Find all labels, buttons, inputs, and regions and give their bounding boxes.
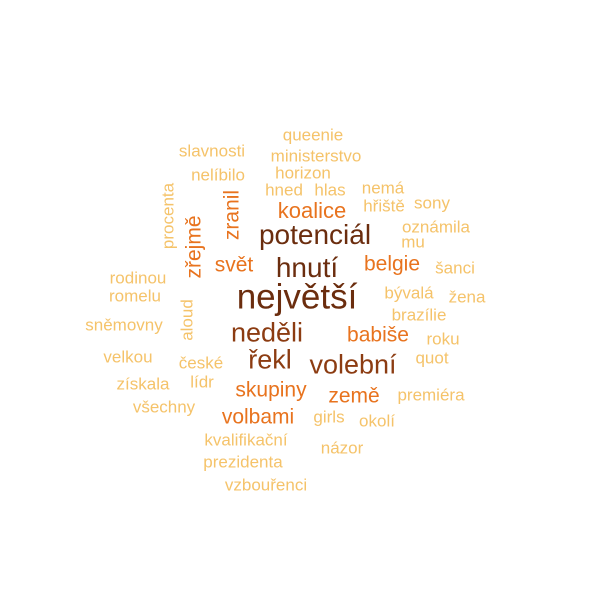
word: řekl [248,344,292,375]
word: sony [414,193,450,213]
word: vzbouřenci [224,475,308,495]
word: slavnosti [178,141,246,161]
word: neděli [230,317,304,348]
word: horizon [275,163,331,183]
word: potenciál [258,219,372,250]
word: české [178,353,224,373]
word: nelíbilo [191,165,245,185]
word: premiéra [397,385,465,405]
word: oznámila [401,217,471,237]
word: nemá [361,178,405,198]
word: volbami [221,405,295,429]
word: volební [309,349,397,380]
word: koalice [277,198,347,223]
word: prezidenta [203,452,283,472]
word: bývalá [384,283,434,303]
word: procenta [158,182,178,250]
word: hřiště [363,196,405,216]
word: belgie [363,252,421,276]
word: aloud [177,299,197,341]
word: brazílie [391,305,447,325]
word: země [328,384,380,408]
word: romelu [109,286,161,306]
word: mu [401,232,425,252]
word: získala [116,374,170,394]
word: svět [214,253,254,277]
word: všechny [132,397,196,417]
word: velkou [103,347,153,367]
word: žena [448,287,486,307]
word: quot [415,348,449,368]
word: queenie [282,125,344,145]
word: názor [320,438,364,458]
word: roku [426,329,460,349]
word: hned [265,180,303,200]
word: lídr [190,372,214,392]
word: kvalifikační [204,430,288,450]
word: hlas [314,180,346,200]
word: šanci [435,258,475,278]
word: největší [236,277,358,317]
word: hnutí [275,252,339,283]
word: girls [313,407,345,427]
word: babiše [347,323,409,347]
word: zřejmě [182,215,206,279]
word: rodinou [109,268,167,288]
word: sněmovny [85,315,163,335]
word: ministerstvo [270,146,362,166]
word: zranil [220,189,244,241]
word: skupiny [235,378,307,402]
word: okolí [359,411,395,431]
